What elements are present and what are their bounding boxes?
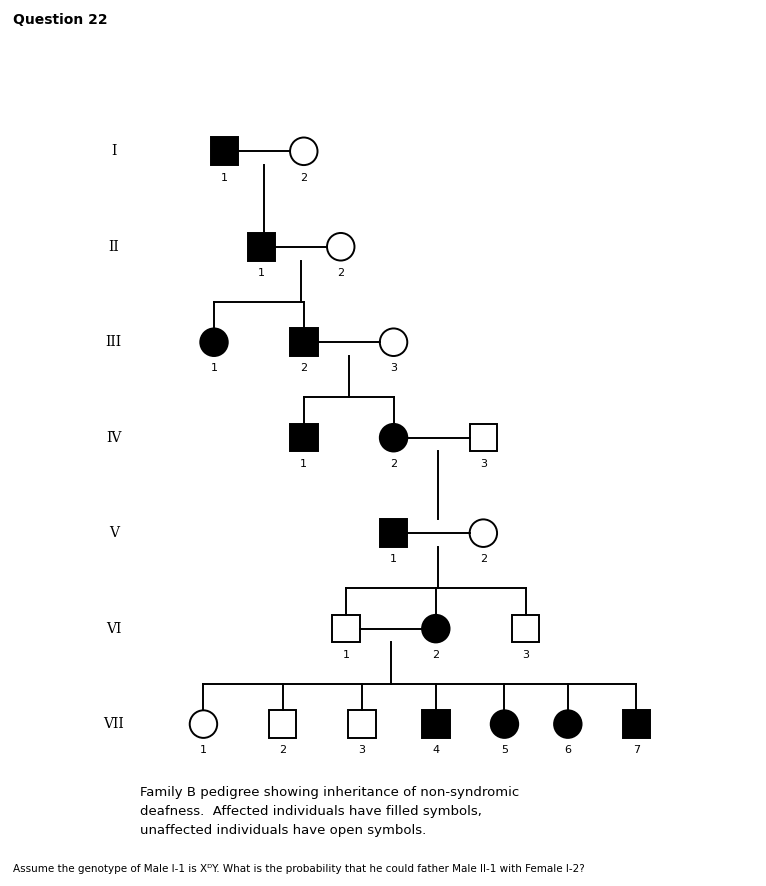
Text: 2: 2 bbox=[432, 649, 440, 660]
Text: 4: 4 bbox=[432, 745, 440, 756]
Text: Question 22: Question 22 bbox=[13, 13, 108, 27]
Text: 3: 3 bbox=[480, 459, 487, 469]
Text: unaffected individuals have open symbols.: unaffected individuals have open symbols… bbox=[140, 824, 427, 836]
Text: 2: 2 bbox=[480, 555, 487, 564]
Circle shape bbox=[380, 424, 408, 452]
Bar bbox=[470, 424, 497, 452]
Text: I: I bbox=[111, 144, 116, 159]
Text: 1: 1 bbox=[211, 363, 218, 373]
Text: 1: 1 bbox=[221, 173, 228, 183]
Text: 2: 2 bbox=[300, 363, 307, 373]
Bar bbox=[380, 519, 408, 547]
Circle shape bbox=[290, 137, 318, 165]
Text: VII: VII bbox=[103, 717, 124, 731]
Text: 7: 7 bbox=[633, 745, 640, 756]
Text: 1: 1 bbox=[390, 555, 397, 564]
Circle shape bbox=[422, 615, 450, 642]
Bar bbox=[623, 711, 650, 738]
Bar bbox=[422, 711, 450, 738]
Bar bbox=[290, 329, 318, 356]
Text: 2: 2 bbox=[279, 745, 286, 756]
Circle shape bbox=[190, 711, 218, 738]
Text: IV: IV bbox=[106, 431, 121, 445]
Text: 2: 2 bbox=[390, 459, 397, 469]
Text: III: III bbox=[106, 335, 122, 349]
Bar bbox=[512, 615, 539, 642]
Circle shape bbox=[327, 233, 355, 260]
Text: 1: 1 bbox=[342, 649, 349, 660]
Text: Family B pedigree showing inheritance of non-syndromic: Family B pedigree showing inheritance of… bbox=[140, 786, 519, 798]
Text: 3: 3 bbox=[390, 363, 397, 373]
Text: II: II bbox=[108, 240, 119, 253]
Bar bbox=[348, 711, 375, 738]
Text: 3: 3 bbox=[522, 649, 529, 660]
Circle shape bbox=[470, 519, 497, 547]
Text: 5: 5 bbox=[501, 745, 508, 756]
Text: VI: VI bbox=[106, 622, 121, 635]
Text: 1: 1 bbox=[300, 459, 307, 469]
Bar bbox=[290, 424, 318, 452]
Bar bbox=[269, 711, 296, 738]
Text: 2: 2 bbox=[337, 268, 344, 278]
Circle shape bbox=[380, 329, 408, 356]
Text: 3: 3 bbox=[358, 745, 365, 756]
Circle shape bbox=[554, 711, 581, 738]
Text: V: V bbox=[109, 526, 119, 540]
Text: 2: 2 bbox=[300, 173, 307, 183]
Text: 6: 6 bbox=[565, 745, 571, 756]
Circle shape bbox=[200, 329, 228, 356]
Bar bbox=[332, 615, 360, 642]
Text: 1: 1 bbox=[258, 268, 265, 278]
Text: Assume the genotype of Male I-1 is XᴰY. What is the probability that he could fa: Assume the genotype of Male I-1 is XᴰY. … bbox=[13, 864, 585, 874]
Text: deafness.  Affected individuals have filled symbols,: deafness. Affected individuals have fill… bbox=[140, 804, 482, 818]
Text: 1: 1 bbox=[200, 745, 207, 756]
Bar bbox=[211, 137, 238, 165]
Circle shape bbox=[491, 711, 518, 738]
Bar bbox=[248, 233, 275, 260]
